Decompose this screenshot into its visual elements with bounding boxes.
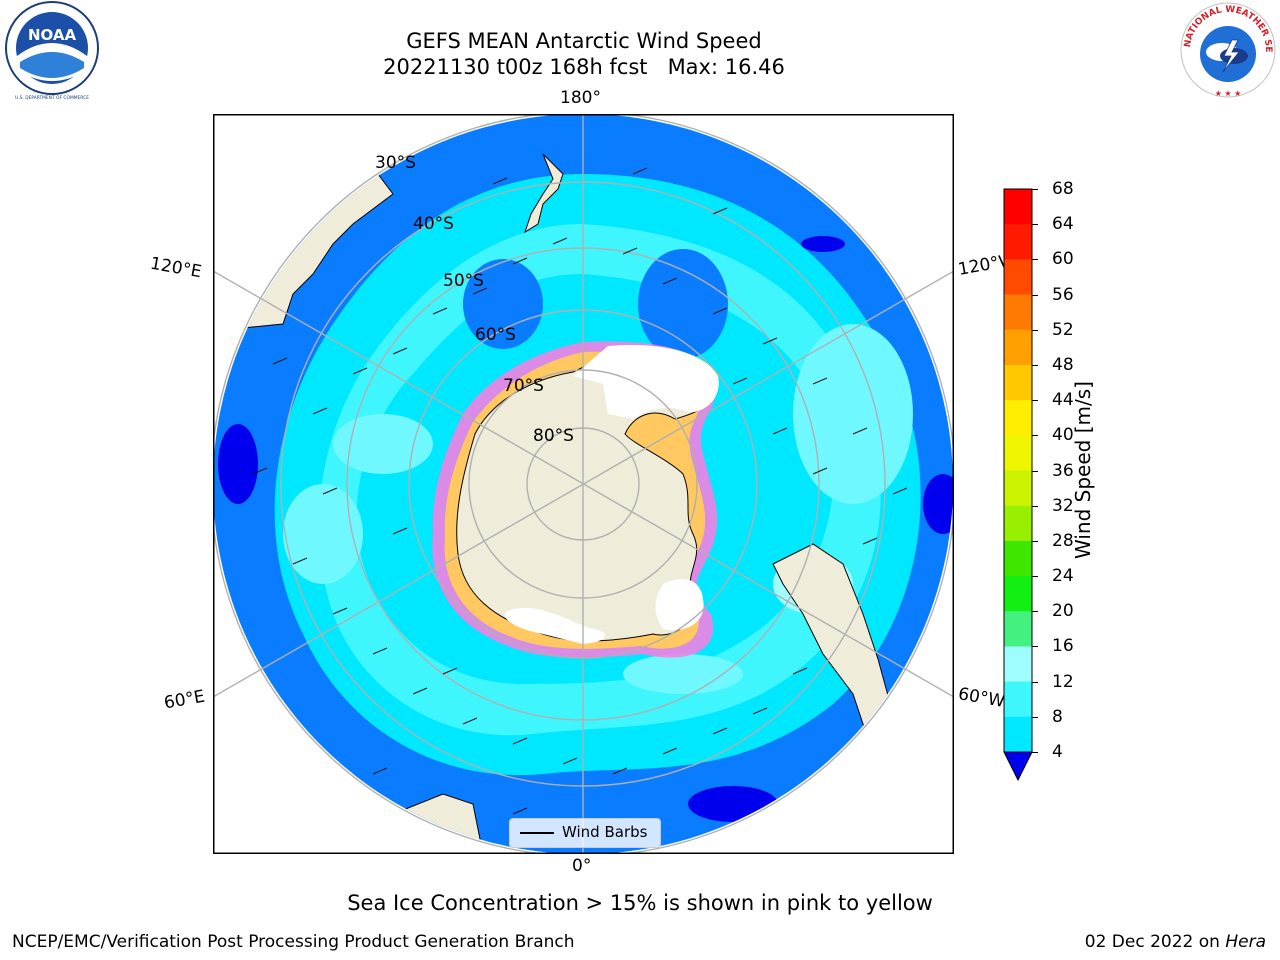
colorbar-tick-label: 4 [1052,742,1063,762]
chart-title: GEFS MEAN Antarctic Wind Speed [406,29,762,53]
colorbar-tick-label: 20 [1052,601,1074,622]
lon-label-60e: 60°E [162,686,207,714]
colorbar-tick-mark [1032,329,1038,331]
colorbar-tick-label: 68 [1052,179,1074,199]
colorbar-tick-label: 64 [1052,214,1074,235]
noaa-logo-text: NOAA [28,26,77,44]
lon-label-60w: 60°W [956,684,1007,712]
footer-date-text: 02 Dec 2022 on [1084,932,1226,952]
colorbar-tick-label: 24 [1052,566,1074,587]
wind-speed-colorbar [1003,188,1033,782]
colorbar-bin [1004,611,1032,647]
colorbar-tick-label: 16 [1052,636,1074,657]
footer-branch: NCEP/EMC/Verification Post Processing Pr… [12,932,575,952]
colorbar-tick-mark [1032,364,1038,366]
colorbar-tick-label: 12 [1052,671,1074,692]
colorbar-tick-label: 48 [1052,354,1074,375]
footer-host: Hera [1225,932,1266,952]
colorbar-tick-mark [1032,540,1038,542]
lon-label-180: 180° [560,88,601,108]
sea-ice-note: Sea Ice Concentration > 15% is shown in … [347,891,933,915]
colorbar-tick-mark [1032,189,1038,190]
footer-date: 02 Dec 2022 on Hera [1085,932,1266,952]
colorbar-bin [1004,259,1032,296]
colorbar-tick-label: 36 [1052,460,1074,481]
lon-label-0: 0° [572,856,592,876]
colorbar-title: Wind Speed [m/s] [1071,381,1095,559]
colorbar-tick-mark [1032,435,1038,437]
wind-barbs-legend-label: Wind Barbs [562,823,648,841]
colorbar-bin [1004,505,1032,542]
colorbar-tick-label: 44 [1052,390,1074,411]
colorbar-bin [1004,329,1032,366]
lat-label-80s: 80°S [533,426,574,446]
colorbar-bin [1004,540,1032,577]
colorbar-extension [1003,751,1033,782]
antarctic-wind-speed-map: 30°S 40°S 50°S 60°S 70°S 80°S [213,114,954,854]
colorbar-tick-label: 52 [1052,319,1074,340]
colorbar-bin [1004,646,1032,683]
colorbar-tick-mark [1032,224,1038,226]
colorbar-bin [1004,576,1032,612]
colorbar-tick-label: 28 [1052,530,1074,551]
colorbar-bin [1004,294,1032,331]
colorbar-tick-label: 40 [1052,425,1074,446]
colorbar-tick-mark [1032,611,1038,613]
chart-subtitle: 20221130 t00z 168h fcst Max: 16.46 [383,55,785,79]
colorbar-tick-label: 32 [1052,495,1074,516]
lat-label-30s: 30°S [375,153,416,173]
colorbar-tick-mark [1032,576,1038,578]
colorbar-bin [1004,716,1032,753]
noaa-logo: NOAA U.S. DEPARTMENT OF COMMERCE [5,1,99,101]
colorbar-bin [1004,681,1032,718]
colorbar-tick-mark [1032,400,1038,402]
colorbar-tick-mark [1032,259,1038,261]
svg-text:U.S. DEPARTMENT OF COMMERCE: U.S. DEPARTMENT OF COMMERCE [15,95,89,101]
colorbar-tick-mark [1032,646,1038,648]
colorbar-bin [1004,470,1032,507]
colorbar-bin [1004,364,1032,401]
lon-label-120e: 120°E [148,253,204,283]
colorbar-tick-mark [1032,716,1038,718]
lat-label-40s: 40°S [413,214,454,234]
wind-barbs-legend: Wind Barbs [509,818,661,848]
colorbar-tick-mark [1032,294,1038,296]
colorbar-tick-label: 60 [1052,249,1074,270]
colorbar-bin [1004,189,1032,225]
svg-text:★ ★ ★: ★ ★ ★ [1215,89,1242,98]
wind-barb-legend-line [520,832,554,834]
lat-label-70s: 70°S [503,376,544,396]
colorbar-tick-label: 56 [1052,284,1074,305]
colorbar-tick-mark [1032,470,1038,472]
lat-label-50s: 50°S [443,271,484,291]
colorbar-tick-mark [1032,752,1038,753]
colorbar-tick-label: 8 [1052,706,1063,727]
colorbar-bin [1004,400,1032,436]
colorbar-bin [1004,435,1032,471]
colorbar-bin [1004,224,1032,260]
colorbar-tick-mark [1032,505,1038,507]
lat-label-60s: 60°S [475,325,516,345]
national-weather-service-logo: NATIONAL WEATHER SERVICE ★ ★ ★ [1176,0,1276,98]
colorbar-tick-mark [1032,681,1038,683]
